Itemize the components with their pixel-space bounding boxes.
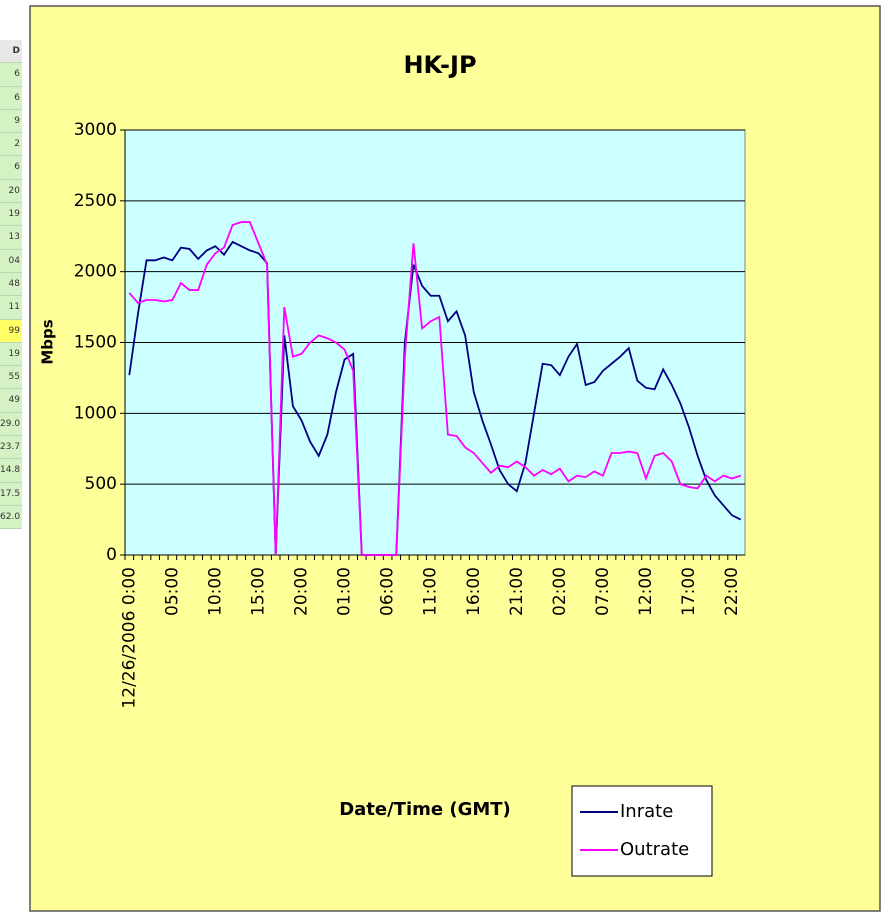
y-tick-label: 0	[106, 545, 117, 565]
x-tick-label: 05:00	[162, 567, 182, 616]
y-axis-title: Mbps	[39, 319, 57, 364]
sheet-cell: 62.0	[0, 505, 22, 530]
chart-title: HK-JP	[403, 51, 476, 79]
sheet-cell: 19	[0, 342, 22, 367]
legend-label: Outrate	[620, 839, 689, 860]
sheet-cell: 6	[0, 86, 22, 110]
x-tick-label: 06:00	[378, 567, 398, 616]
x-tick-label: 07:00	[593, 567, 613, 616]
x-tick-label: 21:00	[507, 567, 527, 616]
y-tick-label: 3000	[74, 120, 117, 140]
x-tick-label: 12/26/2006 0:00	[119, 567, 139, 709]
line-series	[128, 240, 742, 556]
x-tick-label: 12:00	[636, 567, 656, 616]
x-tick-label: 20:00	[292, 567, 312, 616]
sheet-cell: 19	[0, 203, 22, 227]
sheet-cell: 49	[0, 389, 22, 413]
y-tick-label: 1500	[74, 333, 117, 353]
x-tick-label: 10:00	[205, 567, 225, 616]
sheet-cell: 04	[0, 249, 22, 273]
x-tick-label: 11:00	[421, 567, 441, 616]
sheet-cell: 29.0	[0, 412, 22, 437]
y-tick-label: 2000	[74, 262, 117, 282]
y-tick-label: 2500	[74, 191, 117, 211]
legend-label: Inrate	[620, 801, 673, 822]
x-tick-label: 02:00	[550, 567, 570, 616]
sheet-cell: 20	[0, 179, 22, 204]
sheet-cell: 14.8	[0, 459, 22, 483]
line-series	[128, 221, 741, 556]
sheet-cell: 9	[0, 109, 22, 134]
legend	[571, 785, 713, 877]
sheet-cell: 6	[0, 63, 22, 87]
sheet-cell: 23.7	[0, 436, 22, 460]
y-tick-label: 500	[85, 474, 117, 494]
spreadsheet-strip: D 6 6 9 2 6 20 19 13 04 48 11 99 19 55 49 29.0 23.7 14.8 17…	[0, 40, 22, 530]
x-tick-label: 17:00	[679, 567, 699, 616]
x-tick-label: 22:00	[722, 567, 742, 616]
sheet-cell: 11	[0, 296, 22, 320]
y-tick-label: 1000	[74, 403, 117, 423]
x-tick-label: 15:00	[248, 567, 268, 616]
sheet-cell: 99	[0, 319, 22, 343]
sheet-cell: 13	[0, 226, 22, 250]
x-tick-label: 01:00	[335, 567, 355, 616]
sheet-cell: 17.5	[0, 482, 22, 506]
sheet-cell: 55	[0, 366, 22, 390]
sheet-cell: 48	[0, 272, 22, 297]
x-axis-title: Date/Time (GMT)	[339, 799, 511, 820]
sheet-cell: D	[0, 40, 22, 64]
sheet-cell: 2	[0, 133, 22, 157]
x-tick-label: 16:00	[464, 567, 484, 616]
sheet-cell: 6	[0, 156, 22, 180]
